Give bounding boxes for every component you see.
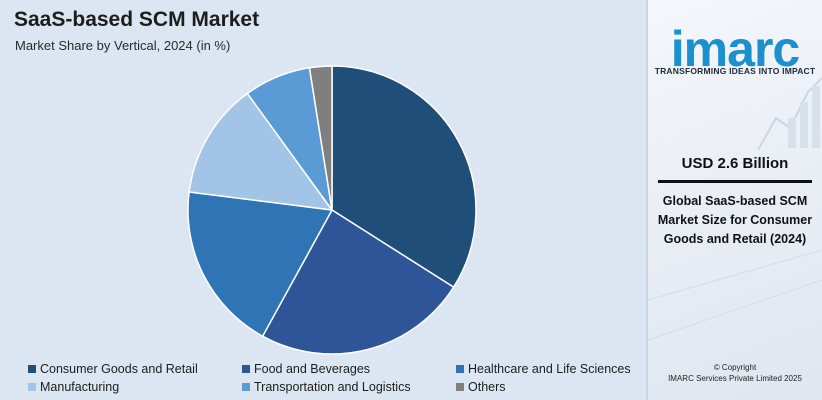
legend-label: Healthcare and Life Sciences (468, 362, 631, 376)
copyright-line: © Copyright (713, 363, 757, 372)
legend-item-others: Others (456, 380, 506, 394)
legend-item-manufacturing: Manufacturing (28, 380, 119, 394)
pie-chart (187, 65, 477, 355)
copyright-owner: IMARC Services Private Limited 2025 (668, 374, 802, 383)
legend-item-transportation-and-logistics: Transportation and Logistics (242, 380, 411, 394)
legend-item-food-and-beverages: Food and Beverages (242, 362, 370, 376)
pie-slice-healthcare-and-life-sciences (187, 191, 334, 338)
chart-subtitle: Market Share by Vertical, 2024 (in %) (15, 38, 231, 53)
chart-panel: SaaS-based SCM Market Market Share by Ve… (0, 0, 648, 400)
background-graph-decoration (648, 77, 822, 341)
legend-swatch (28, 365, 36, 373)
logo-tagline: TRANSFORMING IDEAS INTO IMPACT (654, 66, 816, 76)
legend-item-consumer-goods-and-retail: Consumer Goods and Retail (28, 362, 198, 376)
legend-swatch (456, 365, 464, 373)
divider (658, 180, 812, 183)
legend-label: Food and Beverages (254, 362, 371, 376)
legend-label: Manufacturing (40, 380, 120, 394)
legend-label: Transportation and Logistics (254, 380, 411, 394)
pie-slice-food-and-beverages (261, 208, 455, 355)
legend-label: Consumer Goods and Retail (40, 362, 198, 376)
chart-title: SaaS-based SCM Market (14, 8, 260, 31)
legend-swatch (28, 383, 36, 391)
pie-slice-manufacturing (188, 92, 334, 211)
legend-label: Others (468, 380, 506, 394)
copyright-notice: © Copyright IMARC Services Private Limit… (648, 362, 822, 384)
market-size-value: USD 2.6 Billion (681, 155, 789, 172)
imarc-logo: imarc (670, 21, 800, 77)
legend-swatch (242, 383, 250, 391)
legend-swatch (456, 383, 464, 391)
info-sidebar: imarc TRANSFORMING IDEAS INTO IMPACT USD… (648, 0, 822, 400)
pie-slice-consumer-goods-and-retail (331, 65, 477, 289)
legend-item-healthcare-and-life-sciences: Healthcare and Life Sciences (456, 362, 631, 376)
market-size-description: Global SaaS-based SCM Market Size for Co… (657, 194, 813, 246)
pie-slice-others (308, 65, 333, 211)
legend-swatch (242, 365, 250, 373)
